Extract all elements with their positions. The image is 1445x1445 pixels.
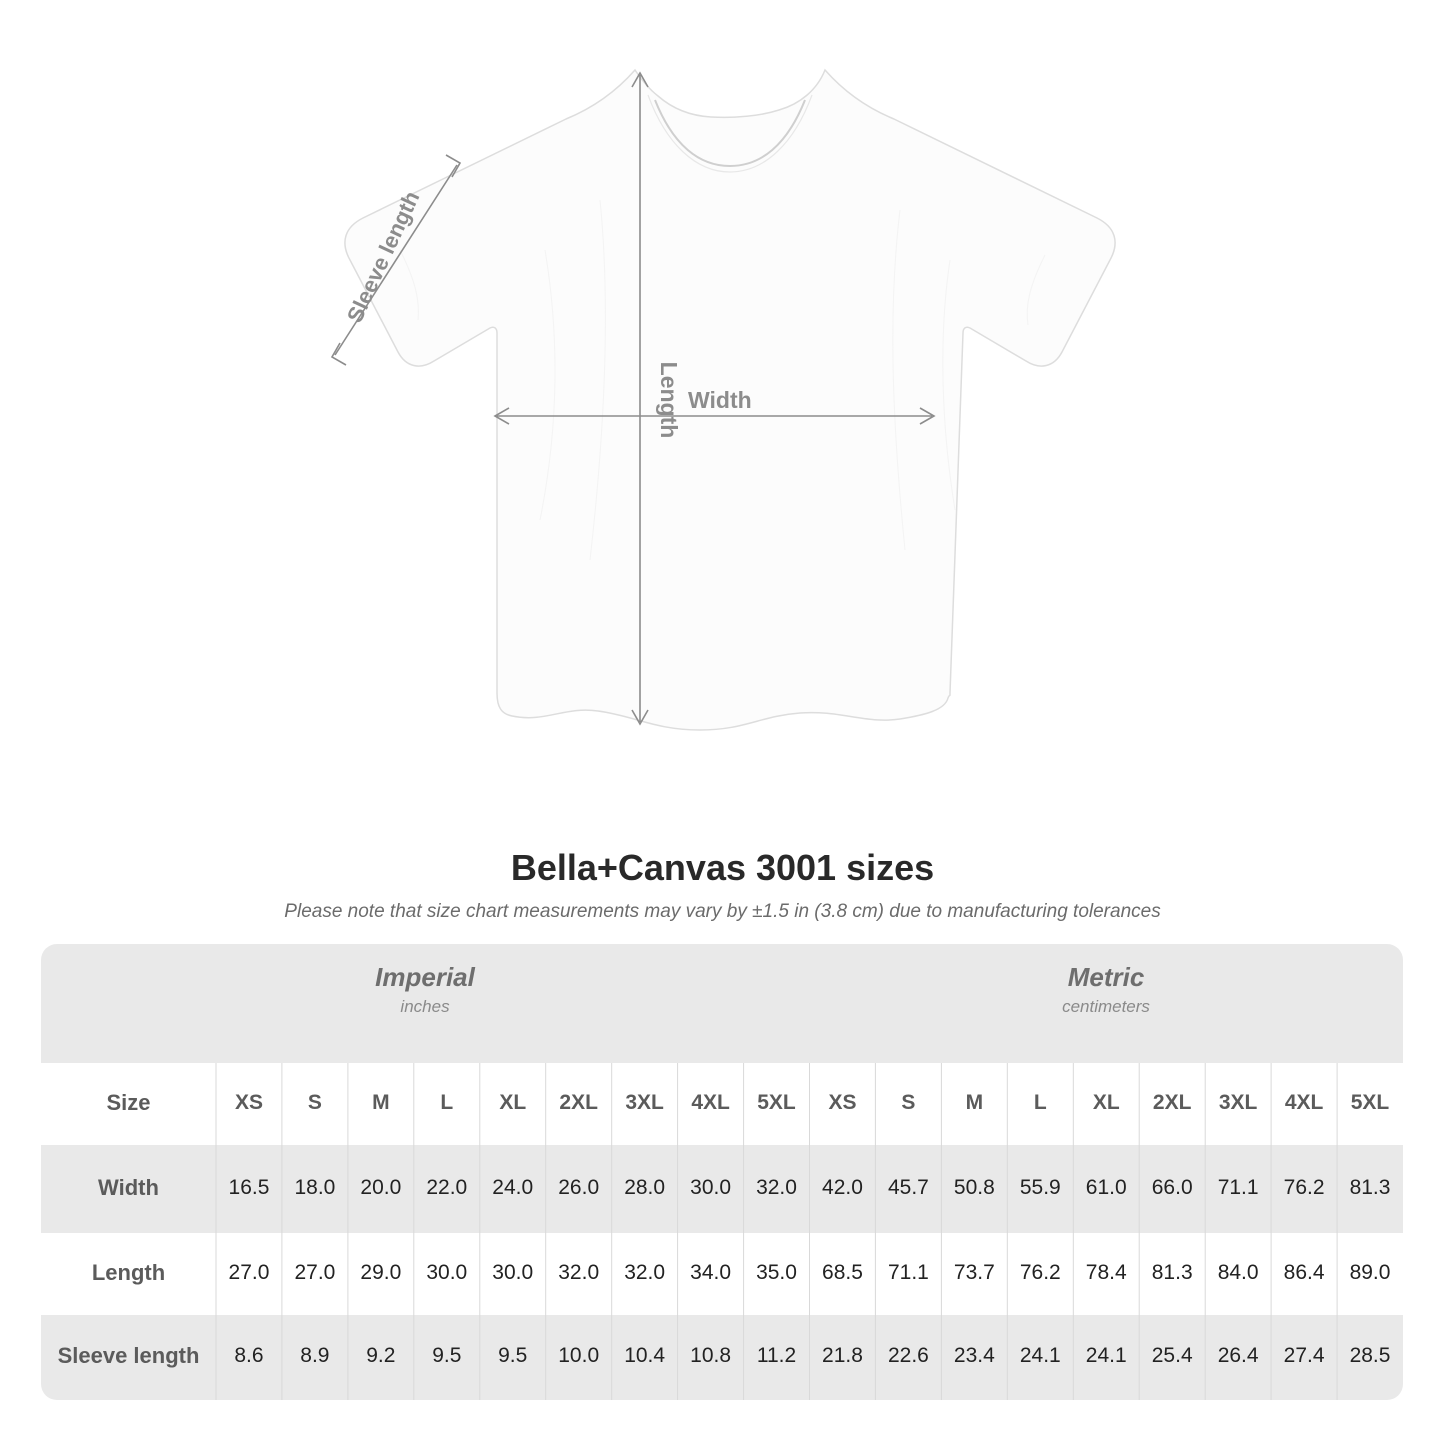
svg-text:Length: Length — [656, 362, 682, 439]
svg-text:Width: Width — [688, 387, 752, 413]
